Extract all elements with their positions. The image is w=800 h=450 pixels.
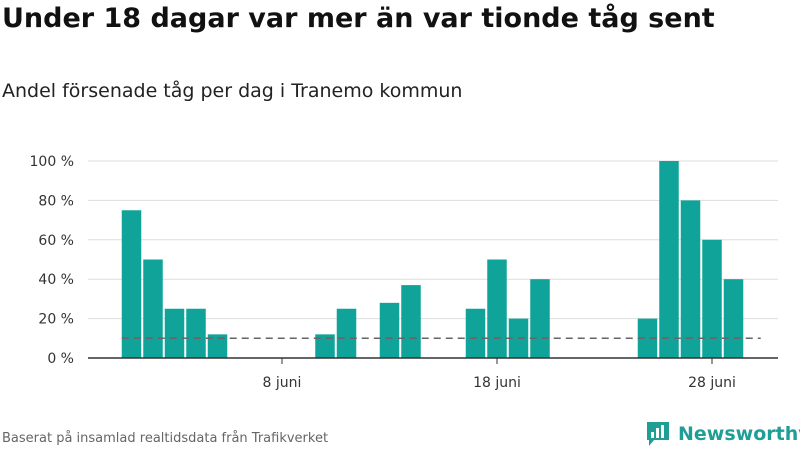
y-tick-label: 0 % <box>47 351 74 367</box>
bar <box>143 259 163 358</box>
bar <box>530 279 550 358</box>
x-tick-label: 18 juni <box>473 375 521 391</box>
x-tick-label: 8 juni <box>263 375 302 391</box>
bar <box>659 161 679 358</box>
axes: 0 % 20 % 40 % 60 % 80 % 100 % 8 juni 18 juni 28 … <box>30 154 778 391</box>
bar <box>487 259 507 358</box>
source-note: Baserat på insamlad realtidsdata från Tr… <box>2 431 329 446</box>
x-tick-label: 28 juni <box>688 375 736 391</box>
bar <box>401 285 421 358</box>
bar <box>121 210 142 358</box>
brand-name: Newsworthy <box>678 423 800 445</box>
y-tick-label: 60 % <box>38 233 74 249</box>
bar <box>637 318 658 358</box>
bar <box>680 200 701 358</box>
y-tick-label: 80 % <box>38 193 74 209</box>
y-tick-label: 20 % <box>38 312 74 328</box>
brand-logo: Newsworthy <box>645 420 800 448</box>
bar <box>379 302 400 358</box>
bar <box>315 334 335 358</box>
bar <box>186 308 206 358</box>
bar <box>465 308 486 358</box>
bars <box>121 161 744 358</box>
bar <box>207 334 228 358</box>
bar <box>164 308 185 358</box>
bar <box>702 239 722 358</box>
bar <box>723 279 744 358</box>
y-tick-label: 40 % <box>38 272 74 288</box>
chart-subtitle: Andel försenade tåg per dag i Tranemo ko… <box>2 80 463 102</box>
chart-title: Under 18 dagar var mer än var tionde tåg… <box>2 3 715 34</box>
newsworthy-logo-icon <box>647 422 669 446</box>
bar <box>336 308 357 358</box>
y-tick-label: 100 % <box>30 154 74 170</box>
